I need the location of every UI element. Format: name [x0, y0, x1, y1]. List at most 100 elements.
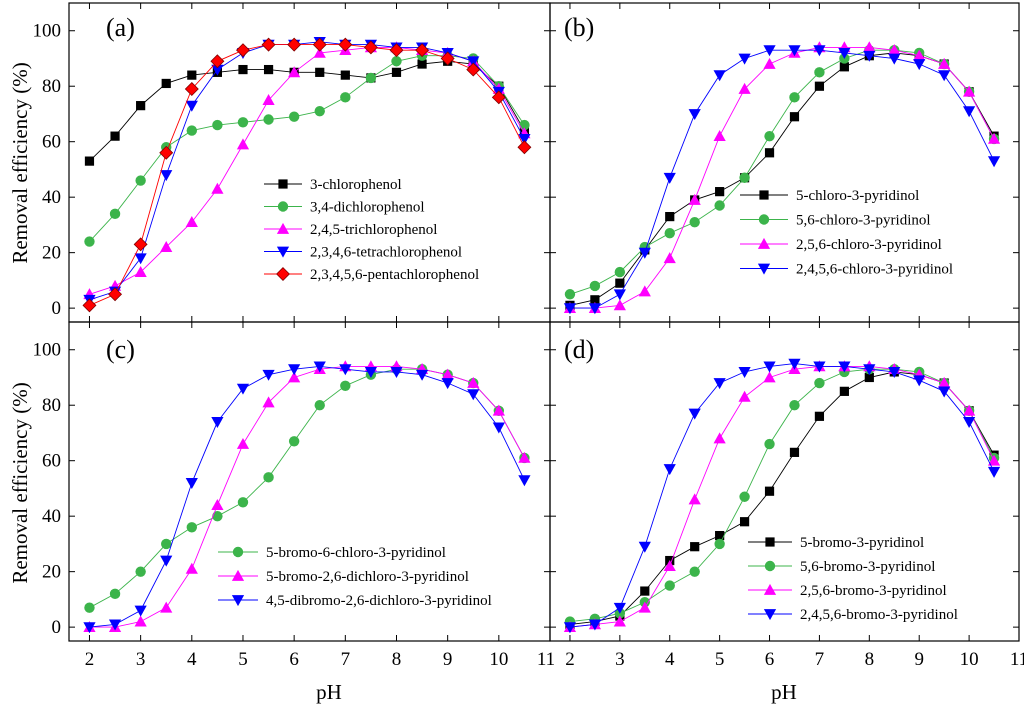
data-point-3: [713, 378, 726, 390]
x-axis-title-left: pH: [316, 680, 342, 704]
legend-label-2: 2,4,5-trichlorophenol: [310, 222, 437, 238]
data-point-1: [518, 451, 531, 463]
x-tick-label: 4: [665, 649, 675, 670]
data-point-3: [938, 386, 951, 398]
data-point-1: [237, 117, 249, 128]
x-tick-label: 9: [914, 649, 924, 670]
legend-marker-1: [758, 214, 770, 225]
data-point-3: [888, 367, 901, 379]
legend-marker-1: [277, 201, 289, 212]
data-point-4: [133, 237, 148, 252]
panel-1: 5-chloro-3-pyridinol 5,6-chloro-3-pyridin…: [549, 2, 1020, 323]
data-point-2: [288, 364, 301, 376]
panel-3: 2 3 4 5 6 7 8 9 10 11 5-bromo-3-pyridinol 5,6-bromo…: [549, 321, 1024, 670]
data-point-3: [813, 45, 826, 57]
x-tick-label: 9: [443, 649, 453, 670]
data-point-1: [689, 216, 700, 228]
data-point-2: [441, 378, 454, 390]
legend-label-1: 5-bromo-2,6-dichloro-3-pyridinol: [266, 569, 469, 585]
data-point-3: [763, 45, 776, 57]
data-point-1: [134, 615, 147, 627]
data-point-3: [788, 358, 801, 370]
data-point-4: [236, 43, 250, 58]
data-point-0: [84, 602, 95, 613]
data-point-2: [364, 367, 378, 379]
data-point-2: [863, 41, 876, 53]
data-point-2: [134, 265, 147, 277]
legend-marker-0: [759, 190, 769, 200]
data-point-2: [713, 432, 726, 444]
data-point-0: [814, 411, 825, 421]
data-point-2: [888, 44, 901, 56]
data-point-0: [715, 530, 725, 541]
panel-label: (a): [106, 13, 135, 42]
data-point-2: [613, 299, 626, 311]
data-point-4: [440, 51, 455, 66]
x-axis-title-right: pH: [771, 680, 797, 704]
data-point-0: [161, 78, 171, 89]
data-point-0: [590, 295, 600, 305]
panel-label: (b): [564, 13, 594, 42]
data-point-2: [108, 619, 122, 631]
data-point-0: [263, 472, 274, 483]
data-point-0: [84, 156, 95, 166]
x-tick-label: 3: [615, 649, 625, 670]
data-point-3: [987, 466, 1001, 478]
y-tick-label: 80: [42, 76, 61, 97]
data-point-3: [738, 53, 751, 65]
data-point-0: [839, 386, 849, 396]
legend-marker-3: [757, 263, 771, 275]
data-point-0: [263, 64, 274, 75]
panel-label: (d): [564, 335, 594, 364]
data-point-2: [987, 132, 1001, 144]
data-point-4: [491, 90, 506, 105]
x-tick-label: 7: [341, 649, 351, 670]
series-line-1: [89, 365, 525, 628]
data-point-3: [788, 45, 801, 57]
data-point-1: [109, 208, 121, 220]
panel-label: (c): [106, 335, 135, 364]
legend-marker-3: [763, 609, 777, 621]
data-point-3: [563, 303, 577, 315]
data-point-1: [664, 228, 675, 239]
y-axis-title-bottom: Removal efficiency (%): [8, 382, 32, 583]
series-line-3: [89, 41, 525, 301]
data-point-1: [814, 377, 825, 389]
data-point-0: [212, 510, 223, 522]
data-point-2: [987, 454, 1001, 466]
data-point-1: [789, 92, 800, 103]
legend-label-2: 2,5,6-bromo-3-pyridinol: [800, 583, 947, 599]
data-point-3: [813, 361, 826, 373]
data-point-3: [738, 367, 751, 379]
data-point-0: [109, 588, 121, 600]
legend-marker-4: [276, 267, 290, 281]
data-point-1: [288, 371, 301, 383]
data-point-4: [184, 82, 199, 96]
data-point-1: [789, 400, 800, 411]
data-point-3: [913, 375, 926, 387]
data-point-3: [938, 70, 951, 82]
data-point-4: [261, 37, 276, 52]
x-tick-label: 8: [865, 649, 875, 670]
legend-marker-2: [276, 222, 290, 234]
x-tick-label: 6: [289, 649, 299, 670]
x-tick-label: 3: [136, 649, 146, 670]
data-point-4: [415, 43, 430, 58]
data-point-0: [690, 542, 700, 552]
data-point-4: [312, 37, 327, 52]
legend-marker-3: [276, 246, 290, 258]
data-point-3: [713, 70, 726, 82]
data-point-3: [467, 56, 480, 68]
data-point-0: [715, 187, 725, 197]
data-point-4: [287, 37, 302, 52]
legend-label-0: 5-bromo-3-pyridinol: [800, 535, 924, 551]
data-point-3: [134, 253, 147, 265]
data-point-2: [738, 82, 751, 94]
data-point-1: [236, 437, 250, 449]
data-point-4: [159, 145, 174, 160]
data-point-1: [764, 438, 775, 450]
data-point-1: [564, 289, 576, 300]
data-point-1: [185, 562, 198, 574]
legend-label-1: 5,6-bromo-3-pyridinol: [800, 559, 935, 575]
